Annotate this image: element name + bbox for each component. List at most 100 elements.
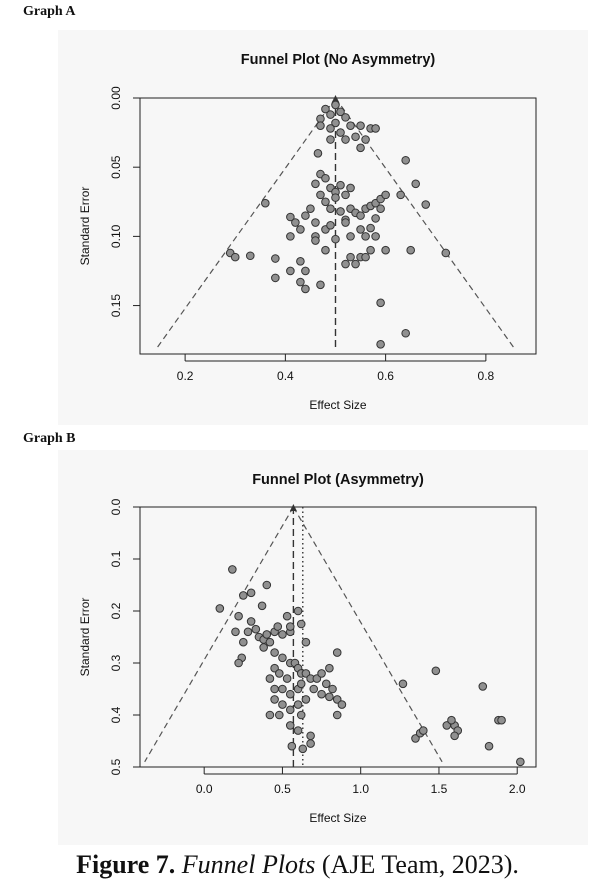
funnel-plot-no-asymmetry: Funnel Plot (No Asymmetry) 0.2 0.4 0.6 0.8 0.… bbox=[58, 30, 588, 425]
data-point bbox=[441, 248, 451, 258]
funnel-apex-marker bbox=[331, 95, 339, 102]
data-point bbox=[497, 715, 506, 725]
data-point bbox=[401, 328, 410, 338]
data-point bbox=[356, 211, 365, 220]
data-point bbox=[296, 277, 305, 287]
y-tick-label: 0.05 bbox=[109, 155, 123, 179]
data-point bbox=[326, 221, 335, 230]
data-point bbox=[291, 218, 300, 227]
data-point bbox=[321, 173, 330, 183]
data-point bbox=[341, 190, 350, 200]
x-axis-label: Effect Size bbox=[309, 398, 366, 412]
x-tick-label: 0.6 bbox=[377, 369, 394, 383]
data-point bbox=[301, 266, 310, 276]
data-point bbox=[287, 741, 297, 751]
data-point bbox=[337, 700, 347, 709]
plot-frame bbox=[139, 506, 537, 768]
data-point bbox=[321, 104, 330, 114]
data-point bbox=[316, 121, 325, 130]
data-point bbox=[278, 653, 287, 663]
data-point bbox=[341, 135, 350, 144]
data-point bbox=[331, 234, 340, 244]
data-point bbox=[273, 622, 283, 631]
data-point bbox=[326, 135, 335, 144]
y-tick-label: 0.10 bbox=[109, 224, 123, 248]
data-point bbox=[306, 739, 315, 748]
data-point bbox=[282, 611, 292, 621]
plot-frame bbox=[139, 97, 537, 355]
data-point bbox=[265, 637, 275, 647]
data-point bbox=[278, 684, 287, 694]
data-point bbox=[313, 149, 323, 158]
data-point bbox=[298, 744, 308, 754]
plot-background bbox=[58, 450, 588, 845]
data-point bbox=[306, 731, 315, 741]
x-tick-label: 0.2 bbox=[177, 369, 194, 383]
data-point bbox=[296, 710, 306, 720]
data-point bbox=[275, 669, 284, 678]
y-tick-label: 0.00 bbox=[109, 86, 123, 110]
data-point bbox=[301, 695, 311, 704]
data-point bbox=[336, 107, 345, 117]
x-tick-label: 0.0 bbox=[196, 782, 213, 796]
data-point bbox=[328, 684, 337, 694]
data-point bbox=[356, 121, 365, 130]
data-point bbox=[296, 619, 306, 629]
data-point bbox=[285, 622, 295, 631]
y-tick-label: 0.2 bbox=[109, 602, 123, 619]
funnel-boundary-line bbox=[144, 506, 294, 763]
data-point bbox=[321, 679, 331, 689]
data-point bbox=[361, 252, 370, 262]
data-point bbox=[285, 689, 295, 699]
caption-figure-number: Figure 7. bbox=[76, 850, 176, 879]
data-point bbox=[301, 284, 310, 294]
y-tick-label: 0.0 bbox=[109, 498, 123, 515]
data-point bbox=[406, 245, 415, 255]
x-tick-label: 0.4 bbox=[277, 369, 294, 383]
data-point bbox=[371, 214, 380, 223]
data-point bbox=[381, 245, 390, 255]
data-point bbox=[317, 689, 326, 699]
data-point bbox=[351, 259, 360, 269]
data-point bbox=[331, 193, 340, 202]
data-point bbox=[321, 245, 330, 255]
data-point bbox=[234, 611, 243, 621]
data-point bbox=[396, 190, 405, 200]
data-point bbox=[351, 132, 360, 142]
data-point bbox=[325, 692, 334, 702]
data-point bbox=[366, 245, 375, 255]
x-tick-label: 1.5 bbox=[431, 782, 448, 796]
y-tick-label: 0.4 bbox=[109, 706, 123, 723]
data-point bbox=[321, 197, 330, 207]
data-point bbox=[262, 630, 272, 639]
data-point bbox=[278, 630, 287, 639]
data-point bbox=[421, 200, 431, 209]
y-tick-label: 0.1 bbox=[109, 550, 123, 567]
x-tick-label: 0.8 bbox=[478, 369, 495, 383]
graph-b-label: Graph B bbox=[23, 431, 76, 446]
data-point bbox=[285, 721, 295, 730]
data-point bbox=[326, 124, 335, 133]
data-point bbox=[431, 666, 441, 676]
data-point bbox=[215, 604, 225, 613]
data-point bbox=[228, 565, 237, 574]
data-point bbox=[356, 143, 365, 153]
data-point bbox=[366, 223, 375, 233]
graph-a-label: Graph A bbox=[23, 4, 76, 19]
data-point bbox=[376, 298, 385, 308]
data-point bbox=[331, 118, 340, 128]
data-point bbox=[246, 617, 256, 626]
data-point bbox=[261, 198, 270, 208]
data-point bbox=[419, 726, 428, 735]
data-point bbox=[275, 710, 284, 720]
data-point bbox=[312, 674, 322, 683]
data-point bbox=[265, 674, 275, 683]
data-point bbox=[447, 715, 456, 725]
data-point bbox=[239, 591, 248, 600]
data-point bbox=[356, 225, 365, 234]
data-point bbox=[450, 731, 459, 741]
data-point bbox=[230, 252, 240, 262]
data-point bbox=[336, 128, 345, 137]
data-point bbox=[346, 252, 355, 262]
data-point bbox=[257, 601, 267, 611]
